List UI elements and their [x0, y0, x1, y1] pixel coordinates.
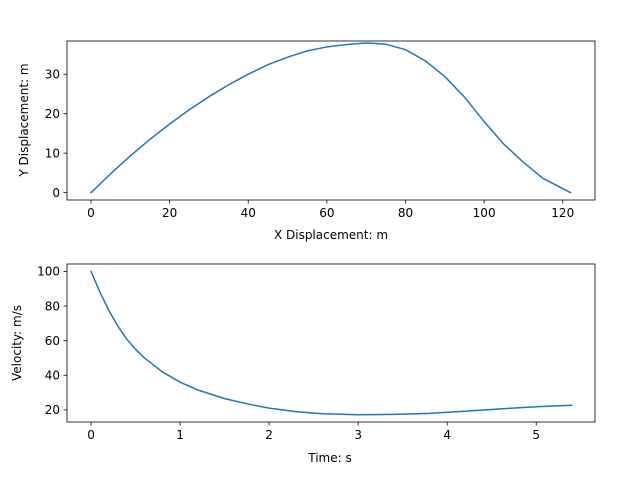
- subplot-bottom-yticks: 20 40 60 80 100: [37, 265, 67, 417]
- subplot-bottom-ylabel: Velocity: m/s: [10, 305, 24, 381]
- subplot-top-xticks: 0 20 40 60 80 100 120: [87, 200, 574, 220]
- subplot-bottom: 0 1 2 3 4 5 20 40 60 80 100 Time: s Velocity: m/s: [10, 263, 596, 465]
- subplot-top-series-layer: [90, 42, 572, 194]
- subplot-top-frame: [66, 40, 596, 201]
- subplot-bottom-xtick-label: 3: [354, 428, 362, 442]
- subplot-top-xlabel: X Displacement: m: [274, 228, 388, 242]
- subplot-bottom-xtick-label: 0: [87, 428, 95, 442]
- subplot-top-ylabel: Y Displacement: m: [17, 63, 31, 177]
- subplot-bottom-ytick-label: 80: [45, 299, 60, 313]
- subplot-top-xtick-label: 0: [87, 206, 95, 220]
- subplot-bottom-ytick-label: 20: [45, 403, 60, 417]
- subplot-bottom-xtick-label: 2: [265, 428, 273, 442]
- subplot-bottom-xtick-label: 1: [176, 428, 184, 442]
- subplot-top-xtick-label: 80: [398, 206, 413, 220]
- subplot-top-xtick-label: 60: [319, 206, 334, 220]
- subplot-top-xtick-label: 120: [551, 206, 574, 220]
- subplot-top-ytick-label: 10: [45, 146, 60, 160]
- subplot-bottom-series-layer: [90, 270, 573, 416]
- subplot-bottom-xtick-label: 4: [443, 428, 451, 442]
- subplot-top-ytick-label: 30: [45, 67, 60, 81]
- subplot-top: 0 20 40 60 80 100 120 0 10 20 30 X Displacement: …: [17, 40, 596, 242]
- subplot-top-xtick-label: 20: [162, 206, 177, 220]
- subplot-top-ytick-label: 0: [52, 186, 60, 200]
- subplot-bottom-xtick-label: 5: [532, 428, 540, 442]
- subplot-top-ytick-label: 20: [45, 107, 60, 121]
- subplot-bottom-xticks: 0 1 2 3 4 5: [87, 422, 540, 442]
- subplot-top-series-line: [90, 42, 572, 194]
- subplot-bottom-frame: [66, 263, 596, 423]
- subplot-bottom-ytick-label: 100: [37, 265, 60, 279]
- subplot-top-yticks: 0 10 20 30: [45, 67, 67, 200]
- subplot-bottom-ytick-label: 60: [45, 334, 60, 348]
- subplot-bottom-ytick-label: 40: [45, 369, 60, 383]
- subplot-bottom-xlabel: Time: s: [307, 451, 351, 465]
- subplot-top-xtick-label: 100: [473, 206, 496, 220]
- subplot-bottom-series-line: [90, 270, 573, 416]
- subplot-top-xtick-label: 40: [241, 206, 256, 220]
